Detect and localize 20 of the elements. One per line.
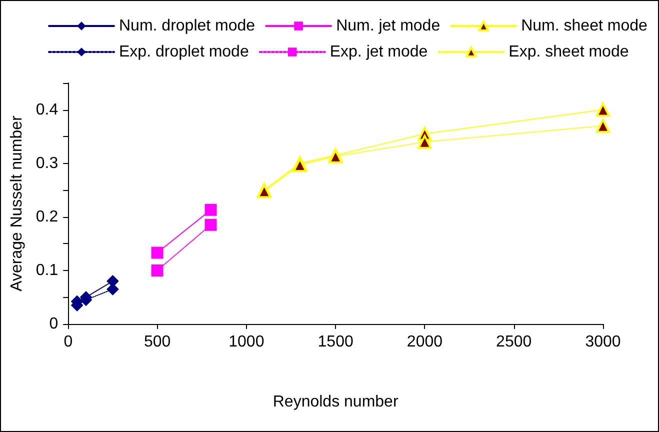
y-tick-label: 0.4 <box>36 101 58 118</box>
x-tick-label: 2000 <box>406 334 443 350</box>
x-tick-label: 1500 <box>318 334 354 350</box>
x-axis-title: Reynolds number <box>272 394 399 410</box>
x-tick-label: 0 <box>64 334 73 350</box>
y-axis-title: Average Nusselt number <box>8 114 26 292</box>
x-tick-label: 500 <box>144 334 171 350</box>
y-tick-label: 0.1 <box>36 262 58 279</box>
x-tick-label: 3000 <box>585 334 621 350</box>
x-tick-label: 2500 <box>496 334 532 350</box>
legend-label: Num. droplet mode <box>119 18 256 34</box>
legend-label: Num. sheet mode <box>521 18 648 34</box>
legend-label: Exp. sheet mode <box>508 44 629 60</box>
y-tick-label: 0 <box>49 316 58 332</box>
y-tick-label: 0.3 <box>36 154 58 172</box>
legend-label: Num. jet mode <box>336 18 440 34</box>
y-tick-label: 0.2 <box>36 208 58 226</box>
x-tick-label: 1000 <box>228 334 264 350</box>
legend-label: Exp. jet mode <box>330 44 428 60</box>
legend-label: Exp. droplet mode <box>119 44 249 60</box>
